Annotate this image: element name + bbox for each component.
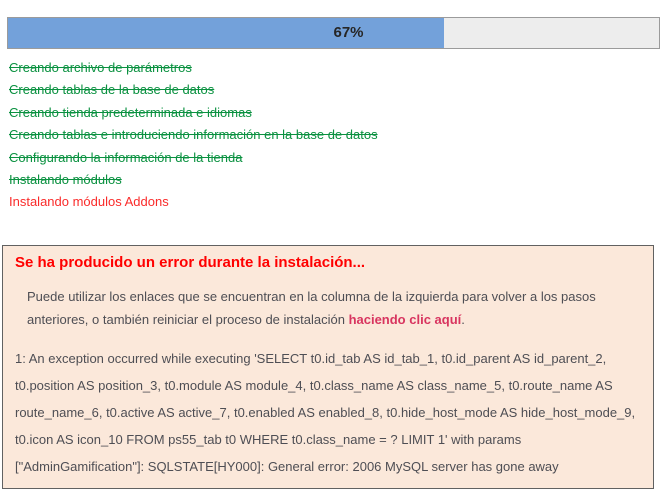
error-box: Se ha producido un error durante la inst… [2,245,654,489]
install-step: Creando tablas de la base de datos [9,82,215,98]
install-step: Instalando módulos [9,172,122,188]
progress-fill [8,18,445,48]
install-step: Creando archivo de parámetros [9,60,192,75]
install-step: Instalando módulos Addons [9,194,169,210]
error-detail: 1: An exception occurred while executing… [15,351,636,474]
error-title: Se ha producido un error durante la inst… [15,254,366,271]
install-step: Configurando la información de la tienda [9,149,243,165]
restart-install-link[interactable]: haciendo clic aquí [348,312,462,327]
progress-bar: 67% [7,17,660,49]
install-steps-list: Creando archivo de parámetros Creando tab… [9,57,378,214]
error-hint: Puede utilizar los enlaces que se encuen… [13,285,641,331]
error-hint-text-before: Puede utilizar los enlaces que se encuen… [27,289,596,327]
install-step: Creando tablas e introduciendo informaci… [9,127,378,143]
progress-label: 67% [333,24,364,41]
install-step: Creando tienda predeterminada e idiomas [9,104,252,120]
error-hint-text-after: . [461,312,465,327]
